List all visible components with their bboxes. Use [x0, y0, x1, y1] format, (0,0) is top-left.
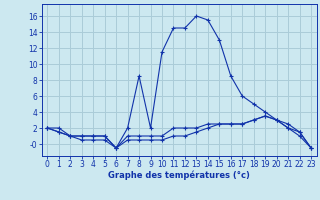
X-axis label: Graphe des températures (°c): Graphe des températures (°c) [108, 171, 250, 180]
